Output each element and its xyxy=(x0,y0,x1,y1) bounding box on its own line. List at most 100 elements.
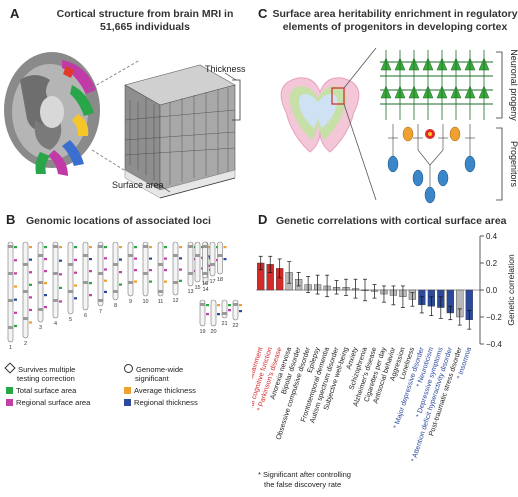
orange-square-icon xyxy=(124,387,131,394)
y-axis-label: Genetic correlation xyxy=(506,254,516,326)
legend-genome-wide: Genome-wide significant xyxy=(124,364,244,383)
chromosome-label: 14 xyxy=(202,287,208,293)
chromosome-label: 4 xyxy=(54,321,57,327)
chromosome-label: 18 xyxy=(217,277,223,283)
locus-marker xyxy=(104,246,107,249)
locus-marker xyxy=(14,311,17,314)
magenta-square-icon xyxy=(6,399,13,406)
legend-reg-th-label: Regional thickness xyxy=(134,398,198,407)
locus-marker xyxy=(134,257,137,260)
chromosome-7: 7 xyxy=(97,241,107,315)
y-tick-label: 0.0 xyxy=(486,286,498,295)
locus-marker xyxy=(239,310,242,313)
neuronal-progeny-illustration xyxy=(380,50,493,120)
chromosome-3: 3 xyxy=(37,241,47,331)
locus-marker xyxy=(14,285,17,288)
locus-marker xyxy=(228,304,231,307)
chromosome-8: 8 xyxy=(112,241,122,309)
chromosome-label: 19 xyxy=(199,329,205,335)
locus-marker xyxy=(59,300,62,303)
locus-marker xyxy=(149,246,152,249)
progenitors-illustration xyxy=(387,124,476,204)
locus-marker xyxy=(206,313,209,316)
chromosome-19: 19 xyxy=(199,299,209,335)
chromosome-10: 10 xyxy=(142,241,152,305)
legend-genome-label2: significant xyxy=(135,374,169,383)
locus-marker xyxy=(89,282,92,285)
chromosome-1: 1 xyxy=(7,241,17,351)
locus-marker xyxy=(29,283,32,286)
chromosome-20: 20 xyxy=(210,299,220,335)
locus-marker xyxy=(59,246,62,249)
panel-a-title-line1: Cortical structure from brain MRI in xyxy=(56,8,234,20)
chromosome-label: 10 xyxy=(142,299,148,305)
legend-survives-label1: Survives multiple xyxy=(18,365,76,374)
locus-marker xyxy=(104,257,107,260)
locus-marker xyxy=(14,246,17,249)
y-tick-label: −0.4 xyxy=(486,340,502,349)
locus-marker xyxy=(149,280,152,283)
panel-a-title: Cortical structure from brain MRI in 51,… xyxy=(40,8,250,34)
label-surface-area: Surface area xyxy=(112,180,164,190)
chromosome-13: 13 xyxy=(187,241,197,295)
chromosome-label: 3 xyxy=(39,325,42,331)
locus-marker xyxy=(239,304,242,307)
locus-marker xyxy=(29,246,32,249)
locus-marker xyxy=(89,294,92,297)
chromosome-21: 21 xyxy=(221,299,231,327)
panel-b-letter: B xyxy=(6,212,16,227)
locus-marker xyxy=(89,270,92,273)
chromosome-label: 11 xyxy=(158,299,164,305)
circle-icon xyxy=(124,364,133,373)
locus-marker xyxy=(134,280,137,283)
locus-marker xyxy=(164,280,167,283)
locus-marker xyxy=(206,304,209,307)
locus-marker xyxy=(104,279,107,282)
legend-regional-surface-area: Regional surface area xyxy=(6,398,90,407)
locus-marker xyxy=(134,246,137,249)
locus-marker xyxy=(29,321,32,324)
locus-marker xyxy=(179,279,182,282)
legend-average-thickness: Average thickness xyxy=(124,386,196,395)
label-neuronal-progeny: Neuronal progeny xyxy=(509,49,518,121)
chromosome-label: 12 xyxy=(172,298,178,304)
locus-marker xyxy=(74,246,77,249)
locus-marker xyxy=(14,324,17,328)
locus-marker xyxy=(119,258,122,261)
locus-marker xyxy=(164,269,167,272)
locus-marker xyxy=(179,268,182,271)
chromosome-22: 22 xyxy=(232,299,242,329)
locus-marker xyxy=(74,258,77,261)
chromosome-label: 1 xyxy=(9,345,12,351)
legend-avg-th-label: Average thickness xyxy=(134,386,196,395)
locus-marker xyxy=(164,257,167,260)
chromosome-label: 16 xyxy=(202,281,208,287)
locus-marker xyxy=(74,284,77,287)
locus-marker xyxy=(104,268,107,271)
panel-a-title-line2: 51,665 individuals xyxy=(100,21,190,33)
locus-marker xyxy=(44,306,47,309)
locus-marker xyxy=(29,296,32,299)
panel-c-title-line2: elements of progenitors in developing co… xyxy=(282,21,508,33)
chromosome-label: 9 xyxy=(129,299,132,305)
cortex-block-illustration xyxy=(124,64,236,199)
locus-marker xyxy=(89,246,92,249)
locus-marker xyxy=(164,246,167,249)
locus-marker xyxy=(14,272,17,275)
y-tick-label: 0.4 xyxy=(486,232,498,241)
developing-cortex-illustration xyxy=(280,77,360,153)
chromosome-2: 2 xyxy=(22,241,32,347)
locus-marker xyxy=(14,259,17,262)
panel-d-letter: D xyxy=(258,212,268,227)
chromosome-5: 5 xyxy=(67,241,77,323)
locus-marker xyxy=(44,246,47,249)
blue-square-icon xyxy=(124,399,131,406)
locus-marker xyxy=(119,246,122,249)
legend-total-sa-label: Total surface area xyxy=(16,386,77,395)
locus-marker xyxy=(217,304,220,307)
label-thickness: Thickness xyxy=(205,64,246,74)
chromosome-label: 7 xyxy=(99,309,102,315)
locus-marker xyxy=(44,294,47,297)
